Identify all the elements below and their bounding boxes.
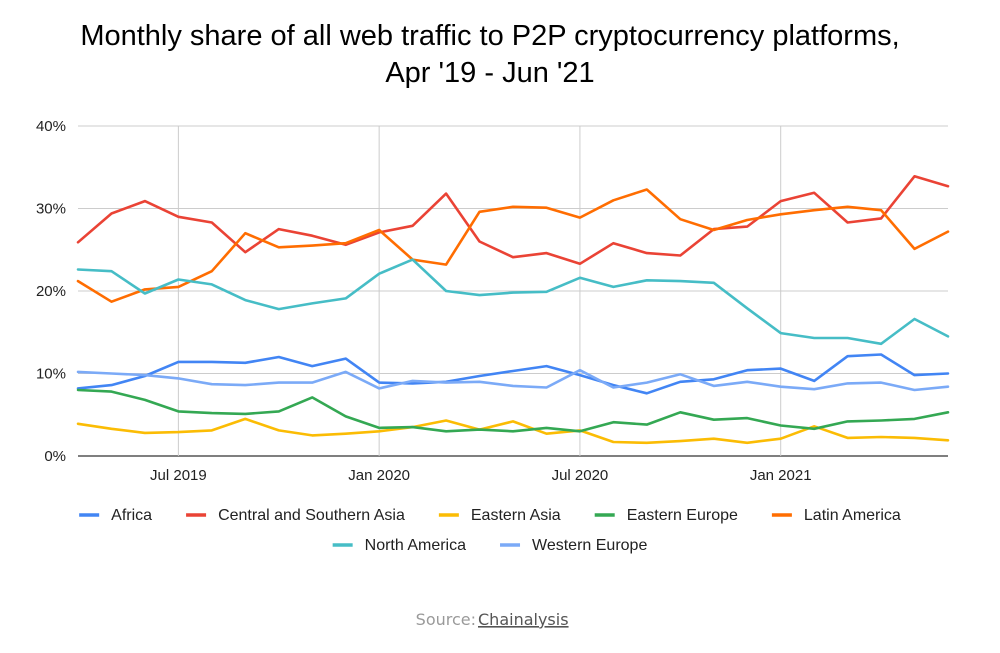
y-tick-label: 40% [36,118,66,135]
legend-label: North America [365,537,466,554]
y-axis: 0% 10% 20% 30% 40% [36,118,66,465]
series-line-africa [76,353,950,395]
series-line-western-europe [76,368,950,392]
legend-label: Eastern Europe [627,507,738,524]
source-link[interactable]: Chainalysis [478,610,569,629]
series-line-eastern-asia [76,417,950,445]
legend-item-africa: Africa [79,507,152,524]
x-tick-label: Jan 2020 [348,467,410,484]
y-tick-label: 20% [36,283,66,300]
x-tick-label: Jul 2019 [150,467,207,484]
series-line-eastern-europe [76,388,950,433]
legend-label: Western Europe [532,537,647,554]
series-line-central-and-southern-asia [76,175,950,266]
grid [78,125,948,457]
x-tick-label: Jul 2020 [552,467,609,484]
y-tick-label: 10% [36,366,66,383]
x-tick-label: Jan 2021 [750,467,812,484]
legend-label: Africa [111,507,152,524]
source-label: Source: [416,610,476,629]
legend-item-central-and-southern-asia: Central and Southern Asia [186,507,405,524]
y-tick-label: 30% [36,201,66,218]
legend-item-latin-america: Latin America [771,507,901,524]
legend-item-western-europe: Western Europe [500,537,647,554]
chart-title-line2: Apr '19 - Jun '21 [385,57,594,89]
y-tick-label: 0% [44,448,66,465]
legend-label: Eastern Asia [471,507,561,524]
legend-item-eastern-asia: Eastern Asia [438,507,561,524]
series-line-north-america [76,258,950,346]
x-axis: Jul 2019 Jan 2020 Jul 2020 Jan 2021 [150,467,812,484]
series-line-latin-america [76,188,950,304]
legend-item-north-america: North America [332,537,466,554]
legend-label: Latin America [804,507,901,524]
chart-title-line1: Monthly share of all web traffic to P2P … [80,20,899,52]
legend-item-eastern-europe: Eastern Europe [594,507,738,524]
legend-label: Central and Southern Asia [218,507,405,524]
series-lines [76,175,950,445]
legend: Africa Central and Southern Asia Eastern A… [79,507,901,554]
